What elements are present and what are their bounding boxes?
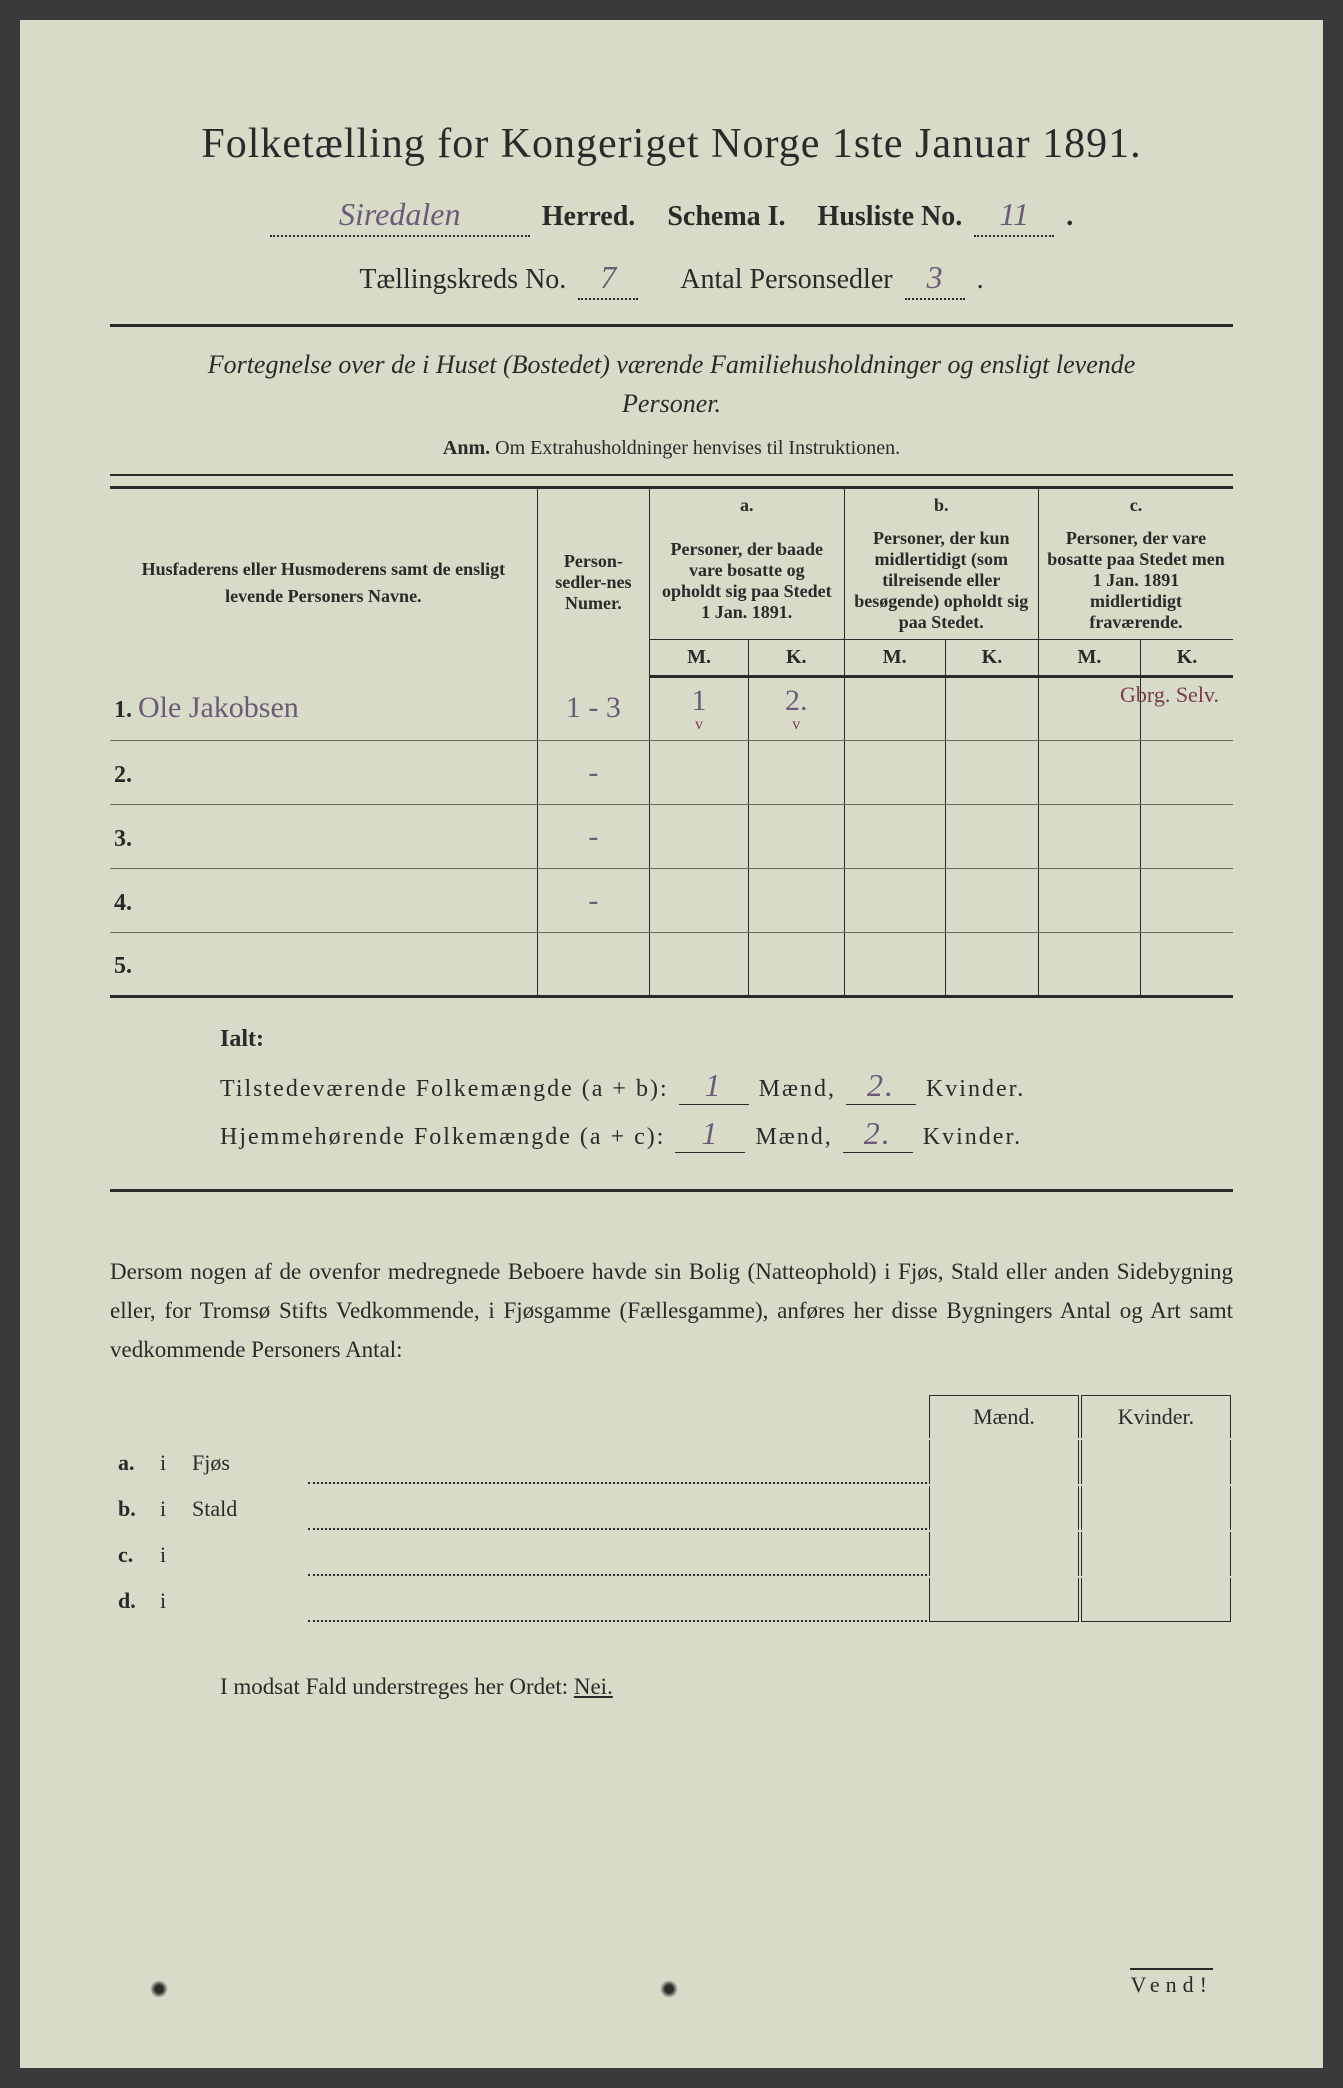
main-table-wrapper: Gbrg. Selv. Husfaderens eller Husmoderen… bbox=[110, 486, 1233, 998]
col-b-label: b. bbox=[844, 488, 1038, 523]
col-b-text: Personer, der kun midlertidigt (som tilr… bbox=[844, 522, 1038, 640]
schema-label: Schema I. bbox=[667, 201, 785, 233]
totals-block: Ialt: Tilstedeværende Folkemængde (a + b… bbox=[220, 1026, 1233, 1153]
value-cell bbox=[1140, 741, 1233, 805]
value-cell bbox=[844, 869, 945, 933]
side-building-paragraph: Dersom nogen af de ovenfor medregnede Be… bbox=[110, 1252, 1233, 1369]
anm-label: Anm. bbox=[443, 437, 490, 459]
corner-annotation: Gbrg. Selv. bbox=[1120, 682, 1219, 708]
personsedler-label: Antal Personsedler bbox=[680, 264, 892, 296]
value-cell: 2.v bbox=[748, 677, 844, 741]
value-cell bbox=[844, 677, 945, 741]
name-cell: 5. bbox=[110, 933, 537, 997]
vend-label: Vend! bbox=[1130, 1968, 1213, 1998]
col-c-text: Personer, der vare bosatte paa Stedet me… bbox=[1038, 522, 1233, 640]
value-cell bbox=[650, 741, 749, 805]
value-cell bbox=[844, 805, 945, 869]
name-cell: 4. bbox=[110, 869, 537, 933]
value-cell bbox=[748, 869, 844, 933]
col-a-text: Personer, der baade vare bosatte og opho… bbox=[650, 522, 844, 640]
divider bbox=[110, 474, 1233, 476]
subtitle: Fortegnelse over de i Huset (Bostedet) v… bbox=[170, 345, 1173, 423]
side-row: b.iStald bbox=[112, 1486, 1231, 1530]
herred-field: Siredalen bbox=[270, 196, 530, 237]
value-cell bbox=[748, 933, 844, 997]
value-cell bbox=[844, 741, 945, 805]
table-row: 2. - bbox=[110, 741, 1233, 805]
value-cell bbox=[945, 741, 1038, 805]
value-cell bbox=[945, 677, 1038, 741]
col-header-name: Husfaderens eller Husmoderens samt de en… bbox=[110, 488, 537, 677]
side-row: c.i bbox=[112, 1532, 1231, 1576]
husliste-field: 11 bbox=[974, 196, 1054, 237]
personsedler-field: 3 bbox=[905, 259, 965, 300]
ialt-label: Ialt: bbox=[220, 1026, 1233, 1053]
value-cell bbox=[650, 869, 749, 933]
value-cell bbox=[1038, 869, 1140, 933]
value-cell bbox=[748, 741, 844, 805]
value-cell bbox=[945, 805, 1038, 869]
num-cell: 1 - 3 bbox=[537, 677, 649, 741]
punch-hole-icon bbox=[150, 1980, 168, 1998]
divider bbox=[110, 324, 1233, 327]
side-building-table: Mænd. Kvinder. a.iFjøs b.iStald c.i d.i bbox=[110, 1393, 1233, 1624]
maend-header: Mænd. bbox=[929, 1395, 1079, 1438]
value-cell bbox=[1038, 805, 1140, 869]
col-header-num: Person-sedler-nes Numer. bbox=[537, 488, 649, 677]
value-cell bbox=[748, 805, 844, 869]
name-cell: 3. bbox=[110, 805, 537, 869]
nei-line: I modsat Fald understreges her Ordet: Ne… bbox=[220, 1674, 1233, 1700]
num-cell: - bbox=[537, 805, 649, 869]
kreds-field: 7 bbox=[578, 259, 638, 300]
table-row: 1. Ole Jakobsen1 - 31v2.v bbox=[110, 677, 1233, 741]
sum-line-2: Hjemmehørende Folkemængde (a + c): 1 Mæn… bbox=[220, 1115, 1233, 1153]
col-a-label: a. bbox=[650, 488, 844, 523]
herred-label: Herred. bbox=[542, 201, 636, 233]
value-cell bbox=[1038, 741, 1140, 805]
table-row: 5. bbox=[110, 933, 1233, 997]
value-cell bbox=[945, 933, 1038, 997]
nei-word: Nei. bbox=[574, 1674, 613, 1699]
husliste-label: Husliste No. bbox=[818, 201, 963, 233]
value-cell bbox=[1140, 933, 1233, 997]
name-cell: 1. Ole Jakobsen bbox=[110, 677, 537, 741]
header-line-2: Tællingskreds No. 7 Antal Personsedler 3… bbox=[110, 259, 1233, 300]
punch-hole-icon bbox=[660, 1980, 678, 1998]
col-c-label: c. bbox=[1038, 488, 1233, 523]
value-cell bbox=[1140, 805, 1233, 869]
census-form-page: Folketælling for Kongeriget Norge 1ste J… bbox=[20, 20, 1323, 2068]
value-cell bbox=[1140, 869, 1233, 933]
page-title: Folketælling for Kongeriget Norge 1ste J… bbox=[110, 120, 1233, 168]
side-row: a.iFjøs bbox=[112, 1440, 1231, 1484]
sum-line-1: Tilstedeværende Folkemængde (a + b): 1 M… bbox=[220, 1067, 1233, 1105]
value-cell bbox=[844, 933, 945, 997]
kreds-label: Tællingskreds No. bbox=[359, 264, 566, 296]
side-row: d.i bbox=[112, 1578, 1231, 1622]
num-cell: - bbox=[537, 741, 649, 805]
table-row: 4. - bbox=[110, 869, 1233, 933]
value-cell bbox=[1038, 933, 1140, 997]
num-cell bbox=[537, 933, 649, 997]
table-row: 3. - bbox=[110, 805, 1233, 869]
header-line-1: Siredalen Herred. Schema I. Husliste No.… bbox=[110, 196, 1233, 237]
value-cell bbox=[945, 869, 1038, 933]
value-cell bbox=[650, 933, 749, 997]
value-cell: 1v bbox=[650, 677, 749, 741]
main-table: Husfaderens eller Husmoderens samt de en… bbox=[110, 486, 1233, 998]
annotation-line: Anm. Om Extrahusholdninger henvises til … bbox=[110, 437, 1233, 460]
divider bbox=[110, 1189, 1233, 1192]
kvinder-header: Kvinder. bbox=[1081, 1395, 1231, 1438]
num-cell: - bbox=[537, 869, 649, 933]
value-cell bbox=[650, 805, 749, 869]
name-cell: 2. bbox=[110, 741, 537, 805]
anm-text: Om Extrahusholdninger henvises til Instr… bbox=[495, 437, 900, 459]
